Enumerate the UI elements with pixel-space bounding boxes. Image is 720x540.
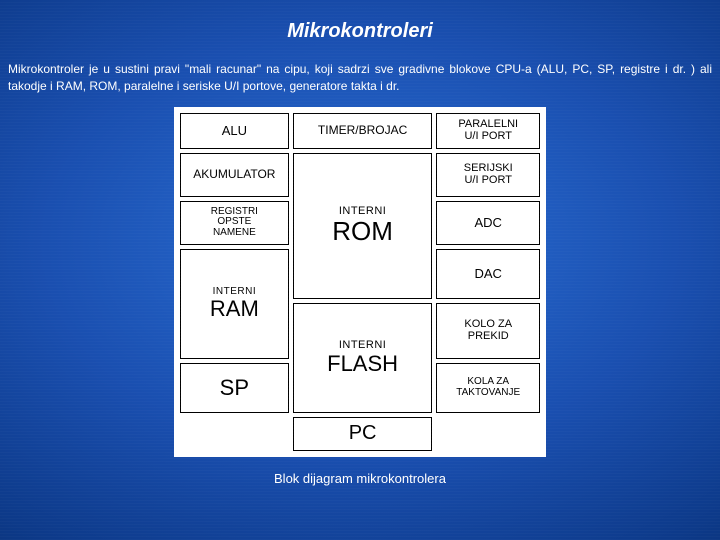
block-adc-label: ADC bbox=[475, 216, 502, 230]
block-rom: INTERNIROM bbox=[293, 153, 433, 299]
block-sp-label: SP bbox=[220, 376, 249, 399]
block-prekid: KOLO ZA PREKID bbox=[436, 303, 540, 359]
diagram-caption: Blok dijagram mikrokontrolera bbox=[0, 457, 720, 486]
block-registri-label: REGISTRI OPSTE NAMENE bbox=[211, 207, 258, 239]
block-par-port: PARALELNI U/I PORT bbox=[436, 113, 540, 149]
block-ram-label: RAM bbox=[210, 297, 259, 320]
block-par-port-label: PARALELNI U/I PORT bbox=[458, 119, 518, 142]
block-akumulator: AKUMULATOR bbox=[180, 153, 289, 197]
block-ram: INTERNIRAM bbox=[180, 249, 289, 359]
block-flash-label: FLASH bbox=[327, 352, 398, 375]
block-takt-label: KOLA ZA TAKTOVANJE bbox=[456, 377, 520, 398]
block-ser-port: SERIJSKI U/I PORT bbox=[436, 153, 540, 197]
page-title: Mikrokontroleri bbox=[0, 0, 720, 61]
block-timer-label: TIMER/BROJAC bbox=[318, 124, 407, 137]
block-pc: PC bbox=[293, 417, 433, 451]
block-adc: ADC bbox=[436, 201, 540, 245]
block-sp: SP bbox=[180, 363, 289, 413]
block-alu: ALU bbox=[180, 113, 289, 149]
block-ser-port-label: SERIJSKI U/I PORT bbox=[464, 163, 513, 186]
block-timer: TIMER/BROJAC bbox=[293, 113, 433, 149]
block-dac-label: DAC bbox=[475, 267, 502, 281]
block-prekid-label: KOLO ZA PREKID bbox=[464, 319, 512, 342]
block-flash: INTERNIFLASH bbox=[293, 303, 433, 413]
block-registri: REGISTRI OPSTE NAMENE bbox=[180, 201, 289, 245]
intro-paragraph: Mikrokontroler je u sustini pravi "mali … bbox=[0, 61, 720, 107]
block-dac: DAC bbox=[436, 249, 540, 299]
block-pc-label: PC bbox=[349, 423, 377, 444]
block-alu-label: ALU bbox=[222, 124, 247, 138]
diagram-container: ALU TIMER/BROJAC PARALELNI U/I PORT AKUMULA… bbox=[0, 107, 720, 457]
block-takt: KOLA ZA TAKTOVANJE bbox=[436, 363, 540, 413]
block-diagram: ALU TIMER/BROJAC PARALELNI U/I PORT AKUMULA… bbox=[174, 107, 546, 457]
block-rom-label: ROM bbox=[332, 218, 393, 245]
block-akumulator-label: AKUMULATOR bbox=[193, 168, 275, 181]
